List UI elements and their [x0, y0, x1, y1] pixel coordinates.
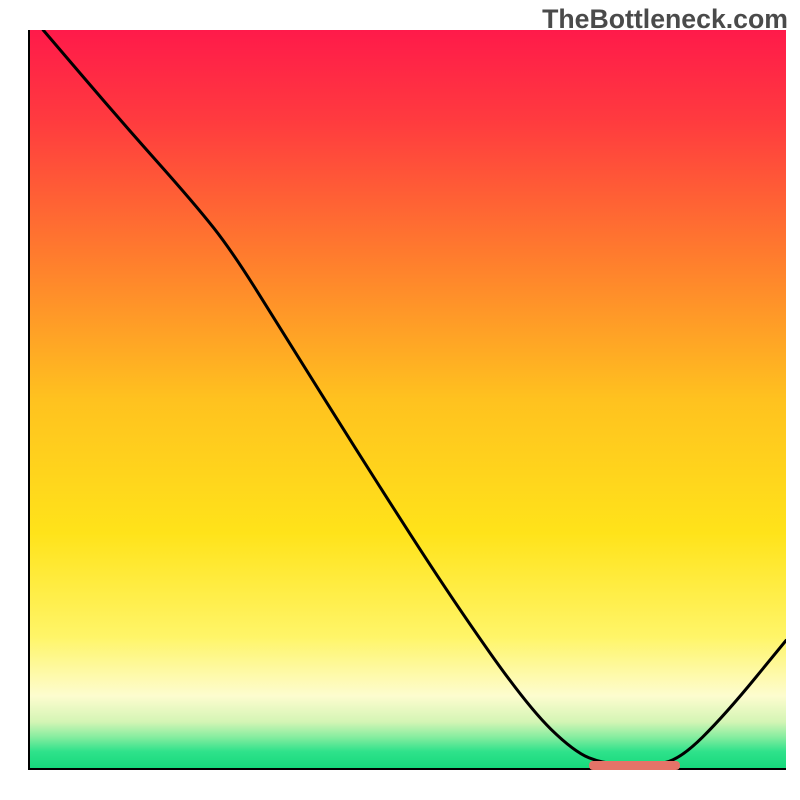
bottleneck-marker	[589, 761, 680, 770]
plot-area	[28, 30, 786, 770]
chart-overlay	[28, 30, 786, 770]
chart-container: TheBottleneck.com	[0, 0, 800, 800]
curve-line	[43, 30, 786, 765]
